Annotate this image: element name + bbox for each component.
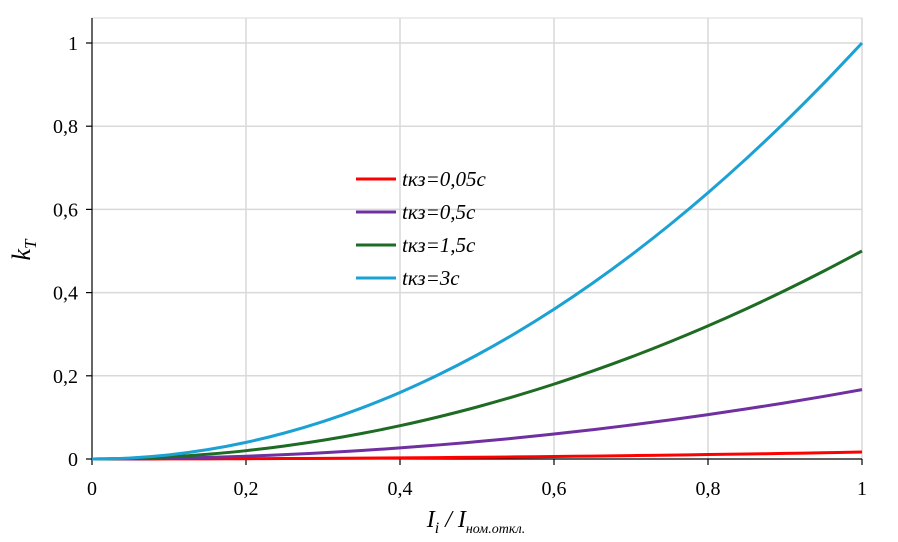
legend-label: tкз=1,5с (402, 233, 476, 257)
y-tick-label: 0,2 (53, 366, 78, 388)
x-tick-label: 0,6 (542, 478, 567, 500)
legend-label: tкз=0,5с (402, 200, 476, 224)
x-tick-label: 0,4 (388, 478, 413, 500)
y-tick-label: 0,4 (53, 283, 78, 305)
x-tick-label: 0,2 (234, 478, 259, 500)
y-tick-label: 0 (68, 449, 78, 471)
series-line-1 (91, 450, 863, 461)
y-tick-label: 0,6 (53, 199, 78, 221)
y-tick-label: 1 (68, 33, 78, 55)
series-line-4 (91, 41, 864, 461)
y-tick-label: 0,8 (53, 116, 78, 138)
gridlines (91, 17, 863, 460)
x-tick-label: 0 (87, 478, 97, 500)
series-line-2 (91, 388, 863, 461)
legend-label: tкз=3с (402, 266, 460, 290)
y-axis-label: kT (7, 238, 40, 261)
x-axis-label: Ii / Iном.откл. (426, 507, 526, 537)
legend-label: tкз=0,05с (402, 167, 486, 191)
series-lines (91, 41, 864, 461)
x-tick-label: 1 (857, 478, 867, 500)
plot-frame (91, 17, 863, 460)
x-tick-label: 0,8 (696, 478, 721, 500)
tick-labels: 0 0,2 0,4 0,6 0,8 1 0 0,2 0,4 0,6 0,8 1 (53, 33, 867, 500)
legend: tкз=0,05с tкз=0,5с tкз=1,5с tкз=3с (356, 167, 486, 290)
series-line-3 (91, 249, 863, 461)
